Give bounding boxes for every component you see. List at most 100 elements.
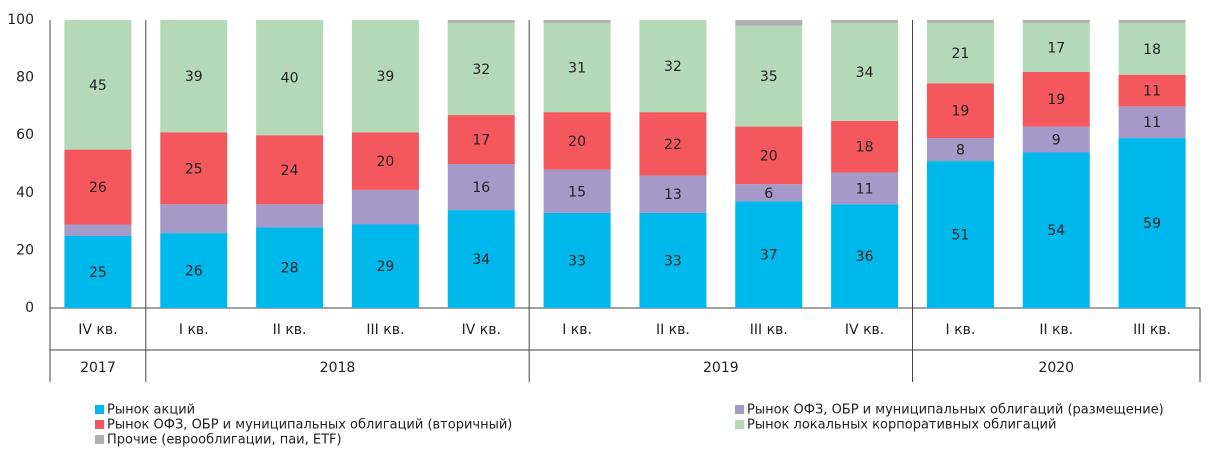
data-label: 36 [856,249,874,265]
data-label: 28 [281,261,299,277]
bar-segment [543,169,611,213]
data-label: 34 [472,252,490,268]
bar-segment [639,112,707,176]
data-label: 39 [185,69,203,85]
data-label: 34 [856,65,874,81]
bar-segment [831,204,899,308]
bar-segment [1118,138,1186,308]
bar-segment [735,20,803,26]
data-label: 16 [472,180,490,196]
data-label: 9 [1052,133,1061,149]
bar-segment [831,172,899,205]
legend-swatch [735,405,744,414]
bar-segment [447,210,515,308]
data-label: 54 [1047,223,1065,239]
bar-segment [351,189,419,225]
y-tick-label: 100 [7,12,34,28]
legend-swatch [95,405,104,414]
bar-segment [64,20,132,150]
bar-segment [1118,20,1186,23]
bar-segment [256,227,324,308]
data-label: 24 [281,163,299,179]
bar-segment [831,22,899,121]
data-label: 31 [568,61,586,77]
bar-segment [351,132,419,190]
group-label: 2018 [320,360,356,376]
group-label: 2020 [1038,360,1074,376]
y-tick-label: 80 [16,70,34,86]
x-tick-label: II кв. [1039,322,1073,338]
x-tick-label: III кв. [366,322,404,338]
bar-segment [926,83,994,139]
bar-segment [256,135,324,205]
data-label: 17 [1047,40,1065,56]
bar-segment [831,20,899,23]
data-label: 37 [760,248,778,264]
bar-segment [1022,152,1090,308]
data-label: 45 [89,78,107,94]
data-label: 11 [856,181,874,197]
bar-segment [160,204,228,234]
bar-segment [735,126,803,185]
bar-segment [926,138,994,162]
bar-segment [160,132,228,205]
data-label: 6 [764,186,773,202]
bar-segment [64,149,132,225]
bar-segment [735,184,803,202]
x-tick-label: II кв. [656,322,690,338]
bar-segment [351,20,419,133]
x-tick-label: III кв. [1133,322,1171,338]
bar-segment [543,112,611,170]
data-label: 26 [185,264,203,280]
bar-segment [447,115,515,164]
data-label: 8 [956,143,965,159]
legend-label: Рынок ОФЗ, ОБР и муниципальных облигаций… [747,403,1164,418]
bar-segment [447,164,515,211]
x-tick-label: I кв. [179,322,209,338]
data-label: 19 [1047,92,1065,108]
data-label: 17 [472,133,490,149]
legend-swatch [95,435,104,444]
data-label: 32 [664,59,682,75]
legend-label: Рынок акций [107,403,195,418]
data-label: 25 [185,161,203,177]
bar-segment [160,233,228,308]
x-tick-label: IV кв. [462,322,501,338]
data-label: 33 [568,253,586,269]
y-tick-label: 40 [16,185,34,201]
bar-segment [926,161,994,308]
bar-segment [735,201,803,308]
bar-segment [1118,106,1186,139]
y-tick-label: 20 [16,242,34,258]
data-label: 25 [89,265,107,281]
data-label: 59 [1143,216,1161,232]
bar-segment [926,20,994,23]
legend-label: Рынок ОФЗ, ОБР и муниципальных облигаций… [107,418,512,433]
bar-segment [1022,22,1090,72]
data-label: 22 [664,137,682,153]
bar-segment [160,20,228,133]
bar-segment [1022,126,1090,153]
bar-segment [543,20,611,23]
legend-swatch [95,420,104,429]
bar-segment [639,20,707,113]
group-label: 2017 [80,360,116,376]
bar-segment [735,25,803,127]
bar-segment [1118,74,1186,107]
bar-segment [639,175,707,213]
bar-segment [64,224,132,236]
data-label: 18 [856,140,874,156]
bar-segment [64,236,132,308]
data-label: 11 [1143,115,1161,131]
data-label: 20 [760,148,778,164]
data-label: 20 [568,134,586,150]
data-label: 26 [89,180,107,196]
bar-segment [1118,22,1186,75]
group-label: 2019 [703,360,739,376]
data-label: 40 [281,71,299,87]
bar-segment [256,20,324,136]
x-tick-label: IV кв. [78,322,117,338]
data-label: 51 [952,228,970,244]
data-label: 29 [377,259,395,275]
